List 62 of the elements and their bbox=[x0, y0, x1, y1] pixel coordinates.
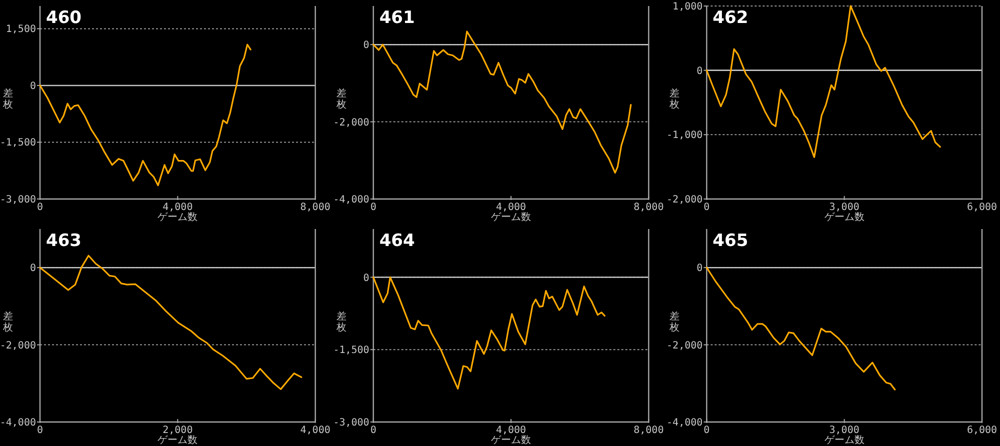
x-tick-label: 0 bbox=[370, 202, 376, 213]
y-axis-title: 差枚 bbox=[335, 310, 346, 334]
y-axis-title: 差枚 bbox=[668, 88, 680, 110]
line-series bbox=[706, 5, 941, 158]
x-axis-title: ゲーム数 bbox=[158, 212, 198, 223]
y-axis-title: 差枚 bbox=[335, 88, 346, 110]
y-tick-label: 0 bbox=[30, 263, 36, 274]
y-tick-label: 0 bbox=[30, 80, 36, 92]
x-axis-title: ゲーム数 bbox=[491, 435, 531, 446]
y-tick-label: 0 bbox=[363, 272, 370, 284]
y-tick-label: -3,000 bbox=[0, 194, 36, 206]
x-tick-label: 4,000 bbox=[496, 425, 526, 436]
x-tick-label: 4,000 bbox=[496, 202, 526, 213]
y-tick-label: -2,000 bbox=[0, 340, 36, 352]
x-tick-label: 0 bbox=[704, 425, 710, 436]
y-axis-title: 差枚 bbox=[2, 88, 13, 110]
line-series bbox=[706, 266, 896, 390]
x-axis-title: ゲーム数 bbox=[824, 435, 864, 446]
chart-title: 465 bbox=[712, 231, 748, 251]
y-tick-label: 0 bbox=[363, 40, 370, 52]
line-series bbox=[39, 254, 302, 390]
y-tick-label: -3,000 bbox=[333, 418, 370, 428]
y-tick-label: 1,000 bbox=[672, 2, 703, 12]
chart-title: 462 bbox=[712, 8, 748, 28]
y-tick-label: -2,000 bbox=[666, 340, 703, 352]
y-tick-label: -2,000 bbox=[666, 194, 703, 206]
y-tick-label: 0 bbox=[696, 263, 703, 274]
y-tick-label: -1,500 bbox=[333, 345, 370, 356]
x-tick-label: 8,000 bbox=[634, 202, 664, 213]
y-axis-title: 差枚 bbox=[668, 310, 680, 334]
x-tick-label: 8,000 bbox=[300, 202, 330, 213]
x-tick-label: 6,000 bbox=[966, 202, 998, 213]
y-tick-label: -2,000 bbox=[333, 117, 370, 128]
chart-title: 460 bbox=[46, 8, 82, 28]
y-axis-title: 差枚 bbox=[2, 310, 13, 334]
y-tick-label: -4,000 bbox=[333, 194, 370, 206]
x-axis-title: ゲーム数 bbox=[491, 212, 531, 223]
y-tick-label: -4,000 bbox=[666, 418, 703, 428]
x-tick-label: 6,000 bbox=[966, 425, 998, 436]
y-tick-label: -1,000 bbox=[666, 130, 703, 142]
line-series bbox=[372, 276, 606, 390]
x-tick-label: 0 bbox=[36, 202, 44, 213]
line-series bbox=[372, 30, 632, 174]
chart-title: 463 bbox=[46, 231, 82, 251]
x-tick-label: 0 bbox=[36, 425, 44, 436]
x-axis-title: ゲーム数 bbox=[824, 212, 864, 223]
x-tick-label: 0 bbox=[704, 202, 710, 213]
x-tick-label: 2,000 bbox=[162, 425, 193, 436]
x-tick-label: 4,000 bbox=[162, 202, 193, 213]
chart-title: 461 bbox=[379, 8, 415, 28]
x-tick-label: 3,000 bbox=[829, 202, 860, 213]
x-axis-title: ゲーム数 bbox=[158, 435, 198, 446]
x-tick-label: 4,000 bbox=[300, 425, 330, 436]
y-tick-label: 1,500 bbox=[6, 24, 36, 36]
x-tick-label: 3,000 bbox=[829, 425, 860, 436]
chart-title: 464 bbox=[379, 231, 415, 251]
y-tick-label: -4,000 bbox=[0, 418, 36, 428]
line-series bbox=[39, 44, 252, 186]
y-tick-label: 0 bbox=[696, 66, 703, 77]
x-tick-label: 0 bbox=[370, 425, 376, 436]
y-tick-label: -1,500 bbox=[0, 138, 36, 149]
x-tick-label: 8,000 bbox=[634, 425, 664, 436]
